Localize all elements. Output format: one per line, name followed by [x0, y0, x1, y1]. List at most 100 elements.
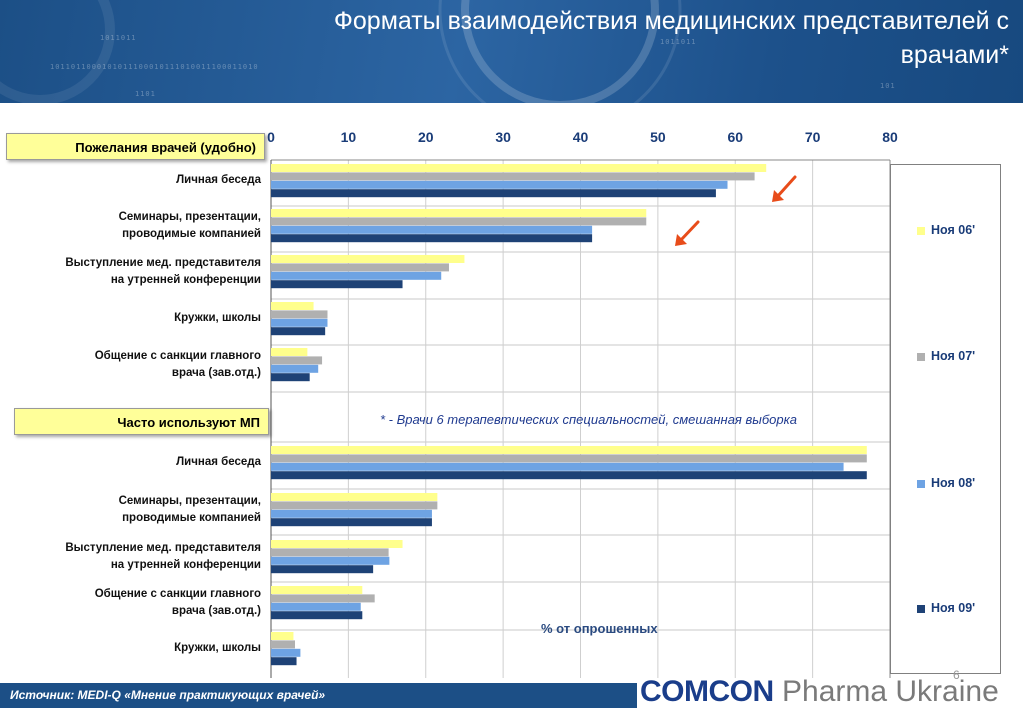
- x-tick-label-7: 70: [805, 129, 821, 145]
- category-label-7-line-1: на утренней конференции: [110, 558, 261, 571]
- legend-swatch-nov07: [917, 352, 925, 361]
- bar-3-s3: [271, 327, 326, 336]
- x-tick-label-5: 50: [650, 129, 666, 145]
- category-label-6-line-0: Семинары, презентации,: [118, 494, 261, 507]
- bar-2-s2: [271, 271, 442, 280]
- category-label-9-line-0: Кружки, школы: [174, 642, 261, 655]
- x-tick-label-2: 20: [418, 129, 434, 145]
- category-label-8: Общение с санкции главного врача (зав.отд…: [95, 586, 261, 620]
- bar-4-s1: [271, 356, 323, 365]
- bar-3-s1: [271, 310, 328, 319]
- bar-1-s3: [271, 234, 593, 243]
- decor-arcs: [0, 0, 682, 103]
- category-label-2-line-0: Выступление мед. представителя: [65, 256, 261, 269]
- category-label-6: Семинары, презентации, проводимые компани…: [119, 493, 261, 527]
- legend-label-nov09: Ноя 09': [931, 601, 976, 615]
- bar-7-s0: [271, 540, 403, 548]
- legend-item-nov06: Ноя 06': [917, 223, 975, 237]
- legend-label-nov08: Ноя 08': [931, 476, 976, 490]
- bar-2-s3: [271, 280, 403, 289]
- category-label-9: Кружки, школы: [174, 640, 261, 657]
- header-banner: 1011011 10110110001010111000101110100111…: [0, 0, 1023, 103]
- x-tick-label-1: 10: [341, 129, 357, 145]
- legend-label-nov06: Ноя 06': [931, 223, 976, 237]
- category-label-1: Семинары, презентации, проводимые компани…: [119, 209, 261, 243]
- highlight-arrow-0-head: [772, 190, 784, 202]
- bar-6-s1: [271, 501, 438, 510]
- legend-item-nov07: Ноя 07': [917, 349, 975, 363]
- category-label-7-line-0: Выступление мед. представителя: [65, 541, 261, 554]
- bar-9-s3: [271, 657, 297, 666]
- bar-6-s0: [271, 493, 438, 501]
- bar-3-s0: [271, 302, 314, 310]
- logo-sub-text: Pharma Ukraine: [782, 675, 999, 708]
- category-label-0-line-0: Личная беседа: [176, 174, 261, 187]
- x-tick-label-8: 80: [882, 129, 898, 145]
- bar-1-s1: [271, 217, 647, 226]
- bar-0-s0: [271, 164, 767, 172]
- category-label-2-line-1: на утренней конференции: [110, 273, 261, 286]
- category-label-4-line-1: врача (зав.отд.): [171, 366, 261, 379]
- bar-8-s2: [271, 602, 361, 611]
- bar-1-s2: [271, 225, 593, 234]
- category-label-4-line-0: Общение с санкции главного: [94, 349, 261, 362]
- bar-5-s3: [271, 471, 867, 480]
- legend-swatch-nov06: [917, 226, 925, 235]
- source-bar: Источник: MEDI-Q «Мнение практикующих вр…: [0, 683, 637, 708]
- bar-2-s0: [271, 255, 465, 263]
- category-label-3: Кружки, школы: [174, 310, 261, 327]
- legend-item-nov09: Ноя 09': [917, 601, 975, 615]
- x-tick-label-6: 60: [727, 129, 743, 145]
- bar-4-s2: [271, 364, 319, 373]
- legend-swatch-nov09: [917, 604, 925, 613]
- x-axis-label: % от опрошенных: [541, 621, 658, 636]
- bar-7-s2: [271, 556, 390, 565]
- bar-8-s0: [271, 586, 363, 594]
- bar-7-s3: [271, 565, 374, 574]
- bar-2-s1: [271, 263, 449, 272]
- legend-label-nov07: Ноя 07': [931, 349, 976, 363]
- category-label-3-line-0: Кружки, школы: [174, 312, 261, 325]
- bar-4-s3: [271, 373, 310, 382]
- decor-binary-3: 1101: [135, 90, 156, 98]
- bar-8-s1: [271, 594, 375, 603]
- bar-1-s0: [271, 209, 647, 217]
- footnote: * - Врачи 6 терапевтических специальност…: [380, 412, 797, 427]
- bar-0-s1: [271, 172, 755, 181]
- bar-9-s0: [271, 632, 294, 640]
- group-box-often-used: Часто используют МП: [14, 408, 269, 435]
- highlight-arrow-0-shaft: [775, 175, 797, 199]
- bar-5-s1: [271, 454, 867, 463]
- legend-swatch-nov08: [917, 479, 925, 488]
- category-label-4: Общение с санкции главного врача (зав.отд…: [95, 348, 261, 382]
- category-label-1-line-0: Семинары, презентации,: [118, 210, 261, 223]
- bar-6-s3: [271, 518, 432, 527]
- bar-6-s2: [271, 509, 432, 518]
- bar-9-s1: [271, 640, 295, 649]
- category-label-6-line-1: проводимые компанией: [122, 511, 261, 524]
- x-tick-label-4: 40: [573, 129, 589, 145]
- legend-item-nov08: Ноя 08': [917, 476, 975, 490]
- category-label-5: Личная беседа: [176, 454, 261, 471]
- category-label-1-line-1: проводимые компанией: [122, 227, 261, 240]
- decor-binary-4: 1011011: [660, 38, 697, 46]
- bar-5-s2: [271, 462, 844, 471]
- x-tick-label-3: 30: [495, 129, 511, 145]
- bar-0-s2: [271, 180, 728, 189]
- x-tick-label-0: 0: [267, 129, 275, 145]
- category-label-5-line-0: Личная беседа: [176, 456, 261, 469]
- bar-0-s3: [271, 189, 716, 198]
- page-number: 6: [953, 668, 960, 682]
- highlight-arrow-1-shaft: [678, 220, 700, 243]
- bar-9-s2: [271, 648, 301, 657]
- company-logo: COMCON Pharma Ukraine: [640, 675, 999, 709]
- bar-7-s1: [271, 548, 389, 557]
- bar-3-s2: [271, 318, 328, 327]
- group-box-wishes: Пожелания врачей (удобно): [6, 133, 265, 160]
- logo-main-text: COMCON: [640, 675, 774, 708]
- highlight-arrow-1-head: [675, 234, 687, 246]
- slide-title: Форматы взаимодействия медицинских предс…: [333, 7, 1009, 69]
- category-label-8-line-1: врача (зав.отд.): [171, 604, 261, 617]
- category-label-0: Личная беседа: [176, 172, 261, 189]
